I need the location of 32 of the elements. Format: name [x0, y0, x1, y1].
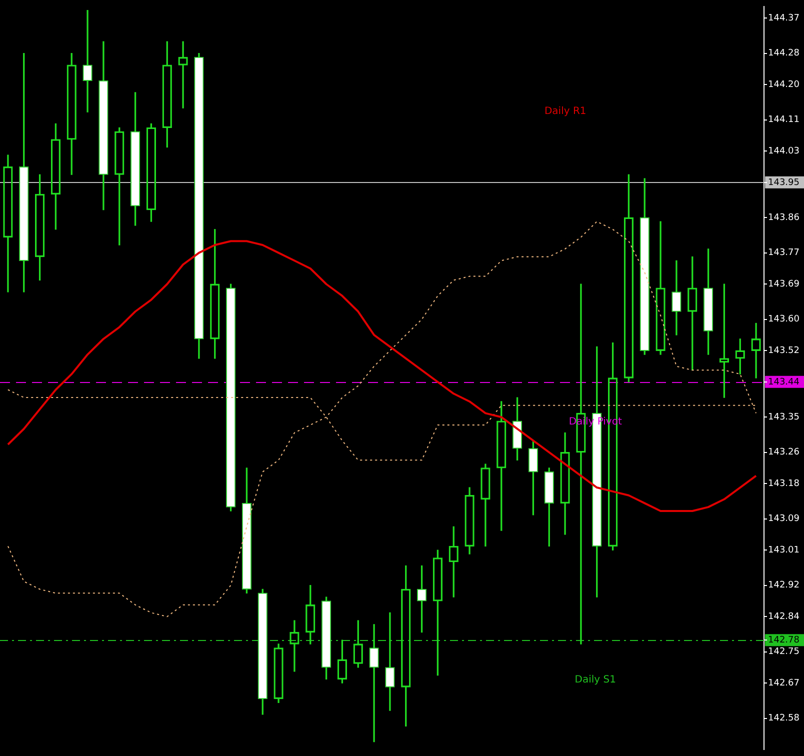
y-tick-label: 142.67 [768, 678, 800, 688]
y-tick-label: 143.01 [768, 545, 800, 556]
candlestick [82, 10, 92, 112]
y-tick-label: 143.77 [768, 248, 800, 258]
y-tick-label: 142.58 [768, 714, 800, 724]
y-tick-label: 143.95 [768, 178, 800, 188]
y-tick-label: 144.37 [768, 13, 800, 24]
candlestick [385, 612, 395, 711]
y-tick-label: 144.03 [768, 146, 800, 156]
y-tick-label: 143.26 [768, 448, 800, 458]
y-tick-label: 142.78 [768, 635, 800, 646]
y-tick-label: 143.86 [768, 212, 800, 223]
y-tick-label: 143.18 [768, 478, 800, 489]
ref-line-label: Daily S1 [574, 674, 616, 686]
y-tick-label: 143.44 [768, 377, 800, 388]
y-tick-label: 144.11 [768, 115, 800, 126]
y-tick-label: 143.35 [768, 412, 800, 422]
y-tick-label: 143.60 [768, 314, 800, 325]
line-series [7, 221, 757, 618]
y-tick-label: 143.69 [768, 279, 800, 290]
candlestick [98, 41, 108, 210]
y-tick-label: 144.20 [768, 80, 800, 90]
candlestick [672, 260, 682, 336]
annotation: Daily R1 [544, 106, 586, 117]
candlestick [369, 624, 379, 742]
y-tick-label: 143.09 [768, 514, 800, 524]
y-tick-label: 143.52 [768, 346, 800, 356]
candlestick [194, 53, 204, 359]
y-tick-label: 142.92 [768, 580, 800, 591]
y-tick-label: 142.75 [768, 647, 800, 658]
y-tick-label: 144.28 [768, 48, 800, 59]
y-tick-label: 142.84 [768, 612, 800, 622]
